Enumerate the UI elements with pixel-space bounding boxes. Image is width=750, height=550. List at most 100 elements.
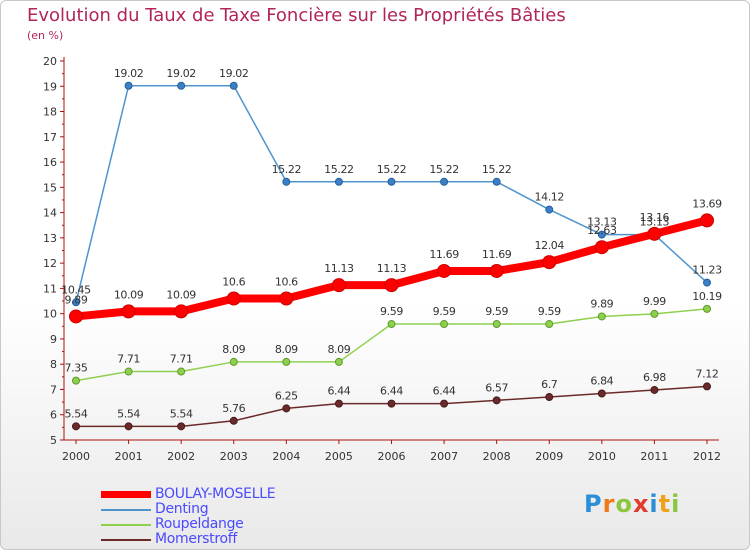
series-line-roupeldange	[75, 308, 708, 382]
legend-label: Denting	[155, 501, 209, 517]
data-point	[124, 367, 133, 376]
data-label: 7.35	[65, 362, 88, 375]
y-tick-label: 5	[50, 434, 57, 447]
x-tick-label: 2009	[535, 450, 563, 463]
data-label: 14.12	[535, 191, 565, 204]
data-label: 6.44	[327, 385, 350, 398]
data-point	[279, 291, 294, 306]
x-tick-label: 2006	[378, 450, 406, 463]
data-point	[545, 205, 554, 214]
data-label: 11.69	[482, 248, 512, 261]
data-point	[229, 81, 238, 90]
data-point	[440, 320, 449, 329]
legend-item: Momerstroff	[101, 531, 331, 547]
data-label: 6.57	[485, 381, 508, 394]
data-point	[703, 278, 711, 287]
data-label: 10.09	[114, 288, 144, 301]
data-point	[387, 320, 396, 329]
data-label: 15.22	[429, 163, 459, 176]
data-label: 5.54	[170, 407, 193, 420]
data-label: 6.84	[590, 375, 613, 388]
legend-label: BOULAY-MOSELLE	[155, 486, 276, 502]
data-label: 6.44	[433, 385, 456, 398]
data-point	[177, 422, 186, 431]
data-label: 15.22	[324, 163, 354, 176]
y-tick-label: 19	[43, 80, 57, 93]
data-label: 9.59	[538, 305, 561, 318]
data-label: 10.6	[275, 276, 298, 289]
data-label: 11.13	[377, 262, 407, 275]
data-label: 5.76	[222, 402, 245, 415]
data-point	[334, 177, 343, 186]
data-point	[597, 312, 606, 321]
logo-letter: i	[649, 490, 659, 518]
data-point	[331, 278, 346, 293]
x-tick-label: 2002	[167, 450, 195, 463]
legend-item: BOULAY-MOSELLE	[101, 486, 331, 502]
data-point	[440, 399, 449, 408]
x-tick-label: 2010	[588, 450, 616, 463]
data-point	[334, 357, 343, 366]
data-point	[597, 389, 606, 398]
data-point	[703, 382, 711, 391]
data-point	[72, 376, 80, 385]
data-label: 10.6	[222, 276, 245, 289]
data-point	[489, 263, 504, 278]
data-point	[650, 309, 659, 318]
legend-swatch	[101, 539, 151, 541]
legend-item: Denting	[101, 501, 331, 517]
data-label: 15.22	[377, 163, 407, 176]
y-tick-label: 18	[43, 106, 57, 119]
data-label: 6.44	[380, 385, 403, 398]
data-label: 13.13	[640, 216, 670, 229]
data-label: 13.16	[640, 211, 670, 224]
x-tick-label: 2000	[62, 450, 90, 463]
x-tick-label: 2008	[483, 450, 511, 463]
logo-letter: r	[602, 490, 616, 518]
data-point	[440, 177, 449, 186]
data-point	[384, 278, 399, 293]
data-point	[177, 81, 186, 90]
legend-swatch	[101, 524, 151, 526]
data-label: 9.59	[485, 305, 508, 318]
chart-title: Evolution du Taux de Taxe Foncière sur l…	[27, 5, 566, 26]
data-label: 19.02	[114, 67, 144, 80]
data-point	[492, 320, 501, 329]
y-tick-label: 17	[43, 131, 57, 144]
data-point	[545, 393, 554, 402]
data-label: 8.09	[275, 343, 298, 356]
data-point	[174, 304, 189, 319]
y-tick-label: 10	[43, 308, 57, 321]
data-point	[594, 240, 609, 255]
data-point	[124, 81, 133, 90]
data-point	[334, 399, 343, 408]
data-point	[492, 396, 501, 405]
y-tick-label: 7	[50, 383, 57, 396]
data-point	[229, 357, 238, 366]
proxiti-logo: Proxiti	[584, 490, 680, 518]
y-tick-label: 9	[50, 333, 57, 346]
data-label: 11.23	[692, 264, 722, 277]
data-label: 9.59	[380, 305, 403, 318]
x-tick-label: 2005	[325, 450, 353, 463]
data-point	[703, 304, 711, 313]
data-label: 7.71	[117, 353, 140, 366]
logo-letter: i	[671, 490, 681, 518]
data-labels-layer: 9.89 10.09 10.09 10.6 10.6 11.13 11.13 11.69 11.…	[61, 67, 722, 421]
data-label: 15.22	[272, 163, 302, 176]
data-point	[542, 255, 557, 270]
logo-letter: P	[584, 490, 603, 518]
data-point	[650, 385, 659, 394]
data-point	[647, 226, 662, 241]
y-tick-label: 16	[43, 156, 57, 169]
data-point	[545, 320, 554, 329]
data-point	[387, 177, 396, 186]
data-label: 19.02	[166, 67, 196, 80]
data-point	[177, 367, 186, 376]
data-label: 9.59	[433, 305, 456, 318]
data-label: 11.13	[324, 262, 354, 275]
data-label: 8.09	[222, 343, 245, 356]
data-point	[700, 213, 714, 228]
data-point	[282, 357, 291, 366]
